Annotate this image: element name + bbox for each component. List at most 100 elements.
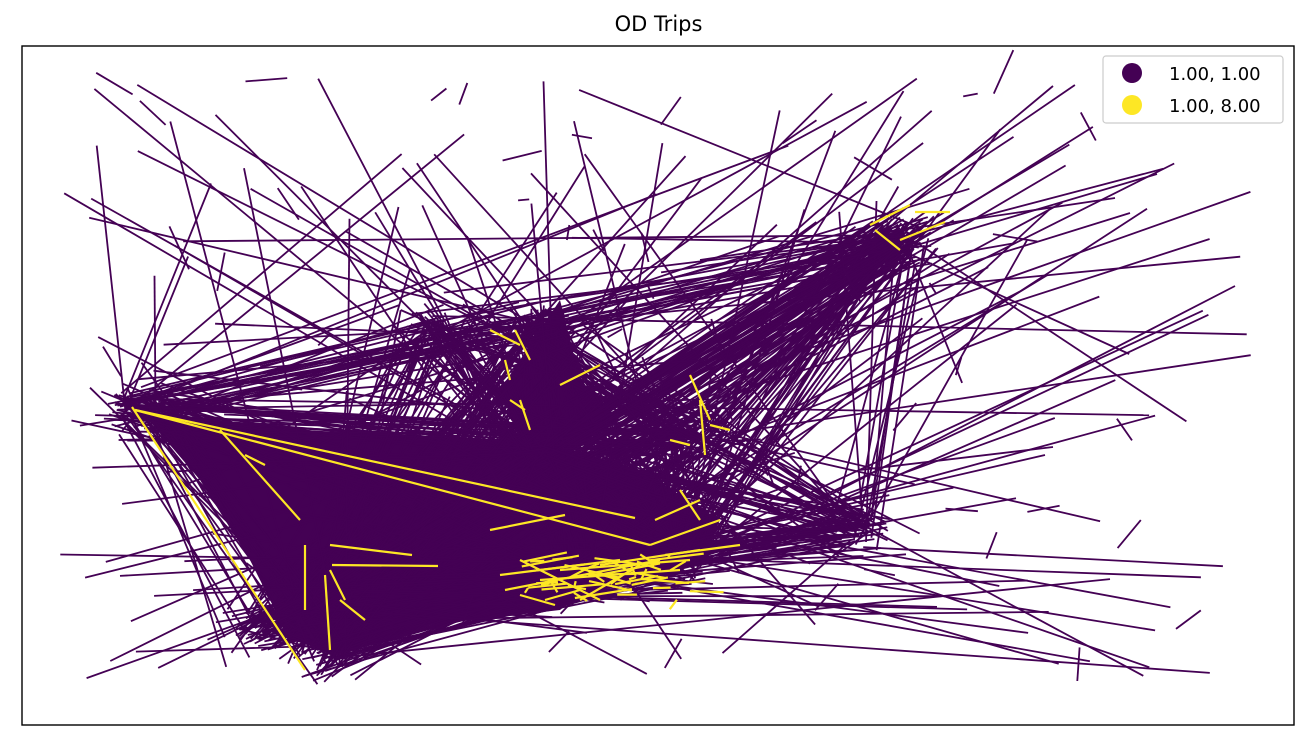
trip-line <box>863 568 896 577</box>
trip-line <box>865 200 878 543</box>
trip-line-highlight <box>639 553 657 566</box>
trip-line-highlight <box>548 578 558 583</box>
trip-line <box>430 87 447 102</box>
trip-line <box>438 101 868 335</box>
trip-line <box>899 173 1158 251</box>
trip-line <box>274 383 303 391</box>
trip-line <box>276 187 300 221</box>
trip-line-highlight <box>519 593 556 607</box>
trip-line <box>374 211 527 461</box>
trip-line <box>587 207 1148 574</box>
trip-line-highlight <box>649 552 704 562</box>
trip-line <box>1080 111 1097 141</box>
trip-line <box>226 326 420 610</box>
trip-line <box>682 543 819 608</box>
trip-line <box>640 232 650 263</box>
trip-line <box>782 119 818 144</box>
trip-line <box>215 322 546 340</box>
trip-line <box>166 410 322 605</box>
trip-line <box>842 267 862 303</box>
trip-line-highlight <box>899 220 946 242</box>
trip-line <box>317 162 1175 594</box>
trip-line <box>542 448 692 539</box>
legend-marker-1-1 <box>1122 63 1142 83</box>
trip-line <box>460 595 474 628</box>
trip-line <box>654 415 681 548</box>
trip-line <box>316 454 589 575</box>
trips-layer-1-8 <box>131 204 950 671</box>
trip-line-highlight <box>709 423 731 432</box>
trip-line <box>928 282 937 294</box>
trip-line <box>326 608 1210 674</box>
trip-line <box>1076 647 1081 682</box>
trip-line <box>129 324 423 395</box>
trip-line-highlight <box>552 556 573 561</box>
trip-line <box>954 356 963 376</box>
trip-line-highlight <box>523 587 529 594</box>
trip-line-highlight <box>698 399 707 456</box>
trip-line <box>576 274 1049 563</box>
trip-line <box>814 583 839 611</box>
trip-line <box>700 486 743 503</box>
trip-line <box>317 298 629 645</box>
trip-line <box>672 130 837 560</box>
trip-line-highlight <box>664 543 741 557</box>
trip-line <box>131 417 226 638</box>
trip-line <box>93 88 531 451</box>
trip-line-highlight <box>540 582 550 587</box>
trip-line <box>1027 504 1060 513</box>
trip-line-highlight <box>522 551 568 563</box>
trip-line-highlight <box>559 369 591 386</box>
trip-line <box>763 460 775 486</box>
trip-line <box>319 234 888 605</box>
trip-line <box>124 397 1150 417</box>
trip-line <box>538 444 657 486</box>
trip-line <box>531 255 1241 326</box>
trip-line <box>963 92 978 98</box>
map-title: OD Trips <box>614 12 703 36</box>
trip-line <box>307 166 586 607</box>
trip-line <box>443 236 898 294</box>
trip-line-highlight <box>323 574 332 651</box>
trip-line <box>306 587 938 608</box>
trip-line-highlight <box>585 568 605 583</box>
trip-line <box>572 568 1091 663</box>
trip-line-highlight <box>131 406 306 671</box>
trip-line-highlight <box>589 364 601 371</box>
trip-line <box>139 100 167 126</box>
trip-line <box>668 440 740 574</box>
trip-line <box>137 150 680 422</box>
trip-line-highlight <box>614 575 659 586</box>
trip-line <box>528 283 732 342</box>
trip-line <box>71 419 678 552</box>
trip-line <box>869 237 915 522</box>
trip-line <box>540 279 748 343</box>
trip-line <box>330 590 968 611</box>
trip-line <box>474 313 494 338</box>
trip-line <box>647 446 668 492</box>
trip-line <box>691 557 1201 579</box>
trip-line <box>547 238 1210 454</box>
trip-line-highlight <box>331 563 439 568</box>
trip-line <box>698 90 905 421</box>
trip-line <box>710 318 727 366</box>
trip-line <box>121 447 546 505</box>
trip-line <box>685 186 900 559</box>
trip-line <box>748 242 903 394</box>
trip-line <box>297 617 316 641</box>
trip-line-highlight <box>509 399 526 411</box>
trip-line <box>97 336 582 588</box>
trip-line-highlight <box>869 204 911 226</box>
trip-line-highlight <box>610 574 624 585</box>
trip-line <box>254 155 687 639</box>
trip-line <box>118 433 248 634</box>
trip-line-highlight <box>339 599 366 621</box>
trip-line <box>592 229 605 252</box>
trip-line <box>607 328 623 339</box>
trip-line <box>863 546 1223 568</box>
trip-line <box>699 197 1116 261</box>
trip-line-highlight <box>669 560 687 572</box>
trip-line <box>169 121 296 596</box>
trip-line <box>348 397 677 551</box>
trip-line <box>683 110 781 557</box>
